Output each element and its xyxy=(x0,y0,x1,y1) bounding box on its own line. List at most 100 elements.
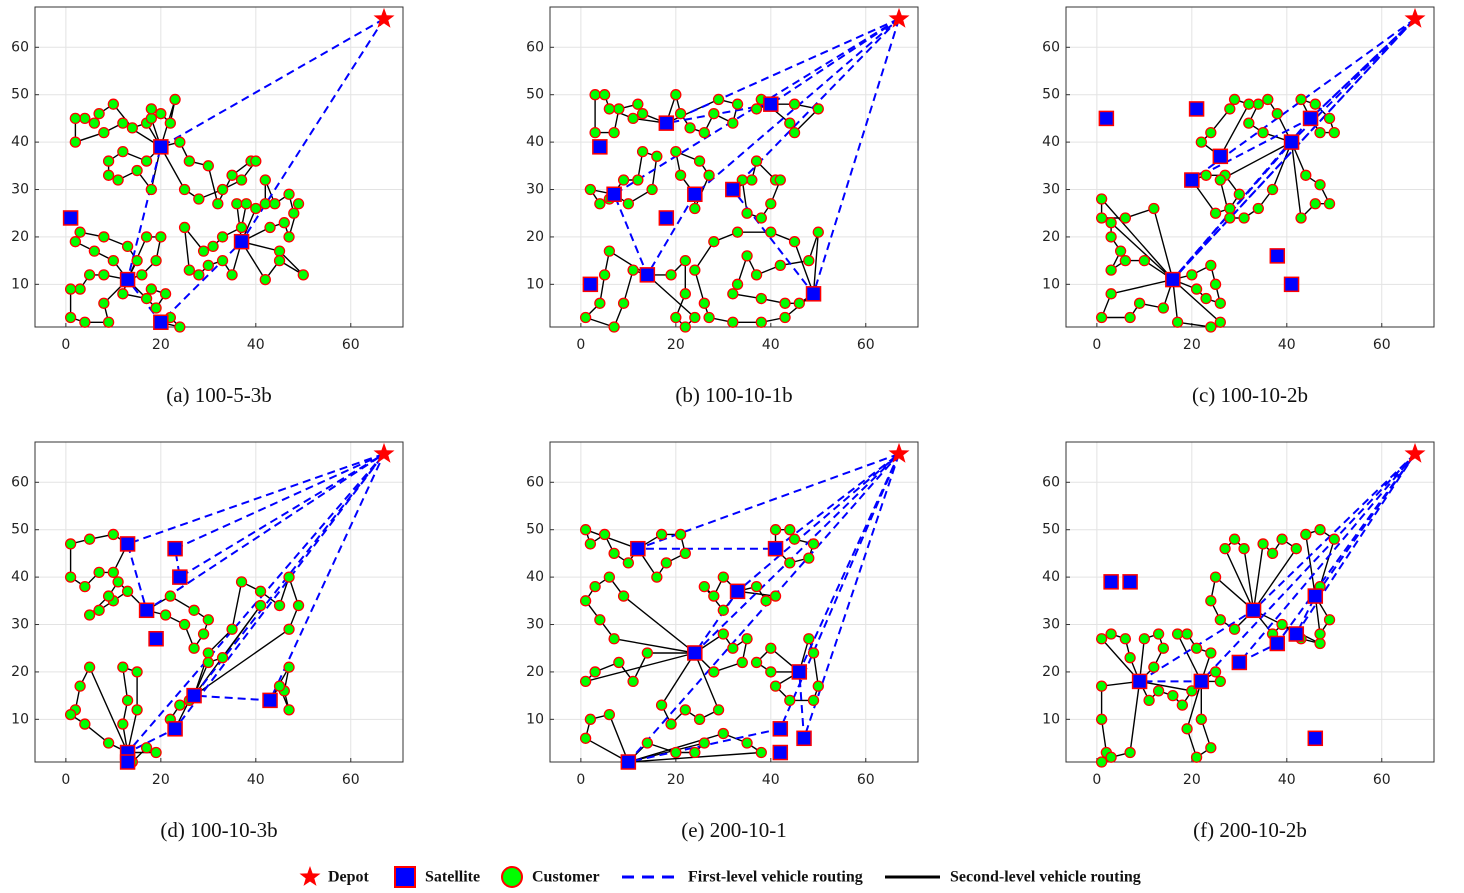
caption: (e) 200-10-1 xyxy=(681,818,787,842)
customer xyxy=(169,93,181,106)
customer xyxy=(1105,288,1117,300)
customer xyxy=(784,557,796,569)
customer xyxy=(1276,618,1288,631)
plot-frame xyxy=(34,6,404,328)
satellite xyxy=(763,96,779,112)
y-tick-label: 50 xyxy=(11,87,29,103)
x-tick-label: 40 xyxy=(247,337,265,353)
customer xyxy=(598,269,611,281)
y-tick-label: 60 xyxy=(526,39,544,55)
satellite xyxy=(62,210,79,226)
satellite xyxy=(1098,110,1115,127)
customer xyxy=(1238,543,1250,555)
y-tick-label: 60 xyxy=(1042,474,1060,490)
caption: (a) 100-5-3b xyxy=(166,383,272,407)
customer xyxy=(164,590,176,602)
customer xyxy=(1205,259,1217,272)
customer xyxy=(259,198,271,210)
customer xyxy=(613,103,625,115)
customer xyxy=(793,297,805,309)
customer xyxy=(117,117,129,129)
customer xyxy=(632,174,644,186)
customer xyxy=(589,580,601,593)
customer xyxy=(594,297,606,309)
customer xyxy=(717,727,729,740)
customer xyxy=(1314,637,1326,650)
customer xyxy=(174,321,186,333)
customer xyxy=(1124,746,1136,759)
customer xyxy=(1224,202,1236,215)
satellite xyxy=(153,314,169,331)
customer xyxy=(112,576,124,588)
customer xyxy=(1095,680,1108,692)
customer xyxy=(117,288,129,300)
customer xyxy=(1214,316,1226,328)
customer xyxy=(594,198,606,210)
first-level-route xyxy=(1136,453,1416,683)
y-tick-label: 40 xyxy=(526,134,544,150)
customer xyxy=(1252,202,1264,215)
customer xyxy=(136,269,148,281)
customer xyxy=(627,264,639,276)
customer xyxy=(589,666,601,678)
customer xyxy=(102,590,115,602)
customer xyxy=(679,704,691,716)
y-tick-label: 30 xyxy=(11,182,29,198)
customer xyxy=(98,269,110,281)
customer xyxy=(1238,212,1250,224)
x-tick-label: 20 xyxy=(1183,772,1201,788)
satellite xyxy=(1188,101,1205,117)
customer xyxy=(121,240,134,253)
customer xyxy=(1295,93,1307,106)
customer xyxy=(292,198,305,210)
y-tick-label: 20 xyxy=(1042,664,1060,680)
customer xyxy=(717,604,729,616)
customer xyxy=(145,283,157,295)
customer xyxy=(693,155,706,167)
satellite xyxy=(1165,271,1181,288)
satellite xyxy=(1212,148,1229,165)
customer xyxy=(651,150,663,162)
customer xyxy=(140,742,153,754)
customer xyxy=(698,126,710,139)
customer xyxy=(1209,278,1222,290)
customer xyxy=(121,694,134,707)
customer xyxy=(273,254,286,267)
customer xyxy=(1190,283,1203,295)
y-tick-label: 30 xyxy=(1042,617,1060,633)
legend-label: Customer xyxy=(532,869,600,886)
customer xyxy=(74,283,86,295)
customer xyxy=(1095,756,1108,768)
customer xyxy=(717,628,729,640)
y-tick-label: 20 xyxy=(11,229,29,245)
customer xyxy=(117,661,129,673)
customer xyxy=(93,108,105,120)
customer xyxy=(788,533,801,545)
y-tick-label: 30 xyxy=(526,617,544,633)
customer xyxy=(703,169,715,181)
satellite xyxy=(1307,730,1324,747)
x-tick-label: 20 xyxy=(667,337,685,353)
customer xyxy=(760,595,772,607)
customer xyxy=(731,226,744,238)
satellite xyxy=(119,536,136,552)
customer xyxy=(784,117,796,129)
customer xyxy=(83,661,96,673)
customer xyxy=(102,316,115,328)
x-tick-label: 60 xyxy=(857,772,875,788)
customer xyxy=(603,103,616,115)
customer xyxy=(250,155,262,167)
customer xyxy=(235,221,248,234)
second-level-route xyxy=(583,652,695,683)
customer xyxy=(598,528,611,541)
customer xyxy=(646,183,658,196)
x-tick-label: 40 xyxy=(762,772,780,788)
customer xyxy=(1205,742,1217,754)
customer xyxy=(102,169,115,181)
customer xyxy=(1314,126,1326,139)
customer xyxy=(1181,628,1193,640)
customer xyxy=(83,609,96,621)
customer xyxy=(197,245,210,257)
customer xyxy=(788,126,801,139)
customer xyxy=(765,226,777,238)
